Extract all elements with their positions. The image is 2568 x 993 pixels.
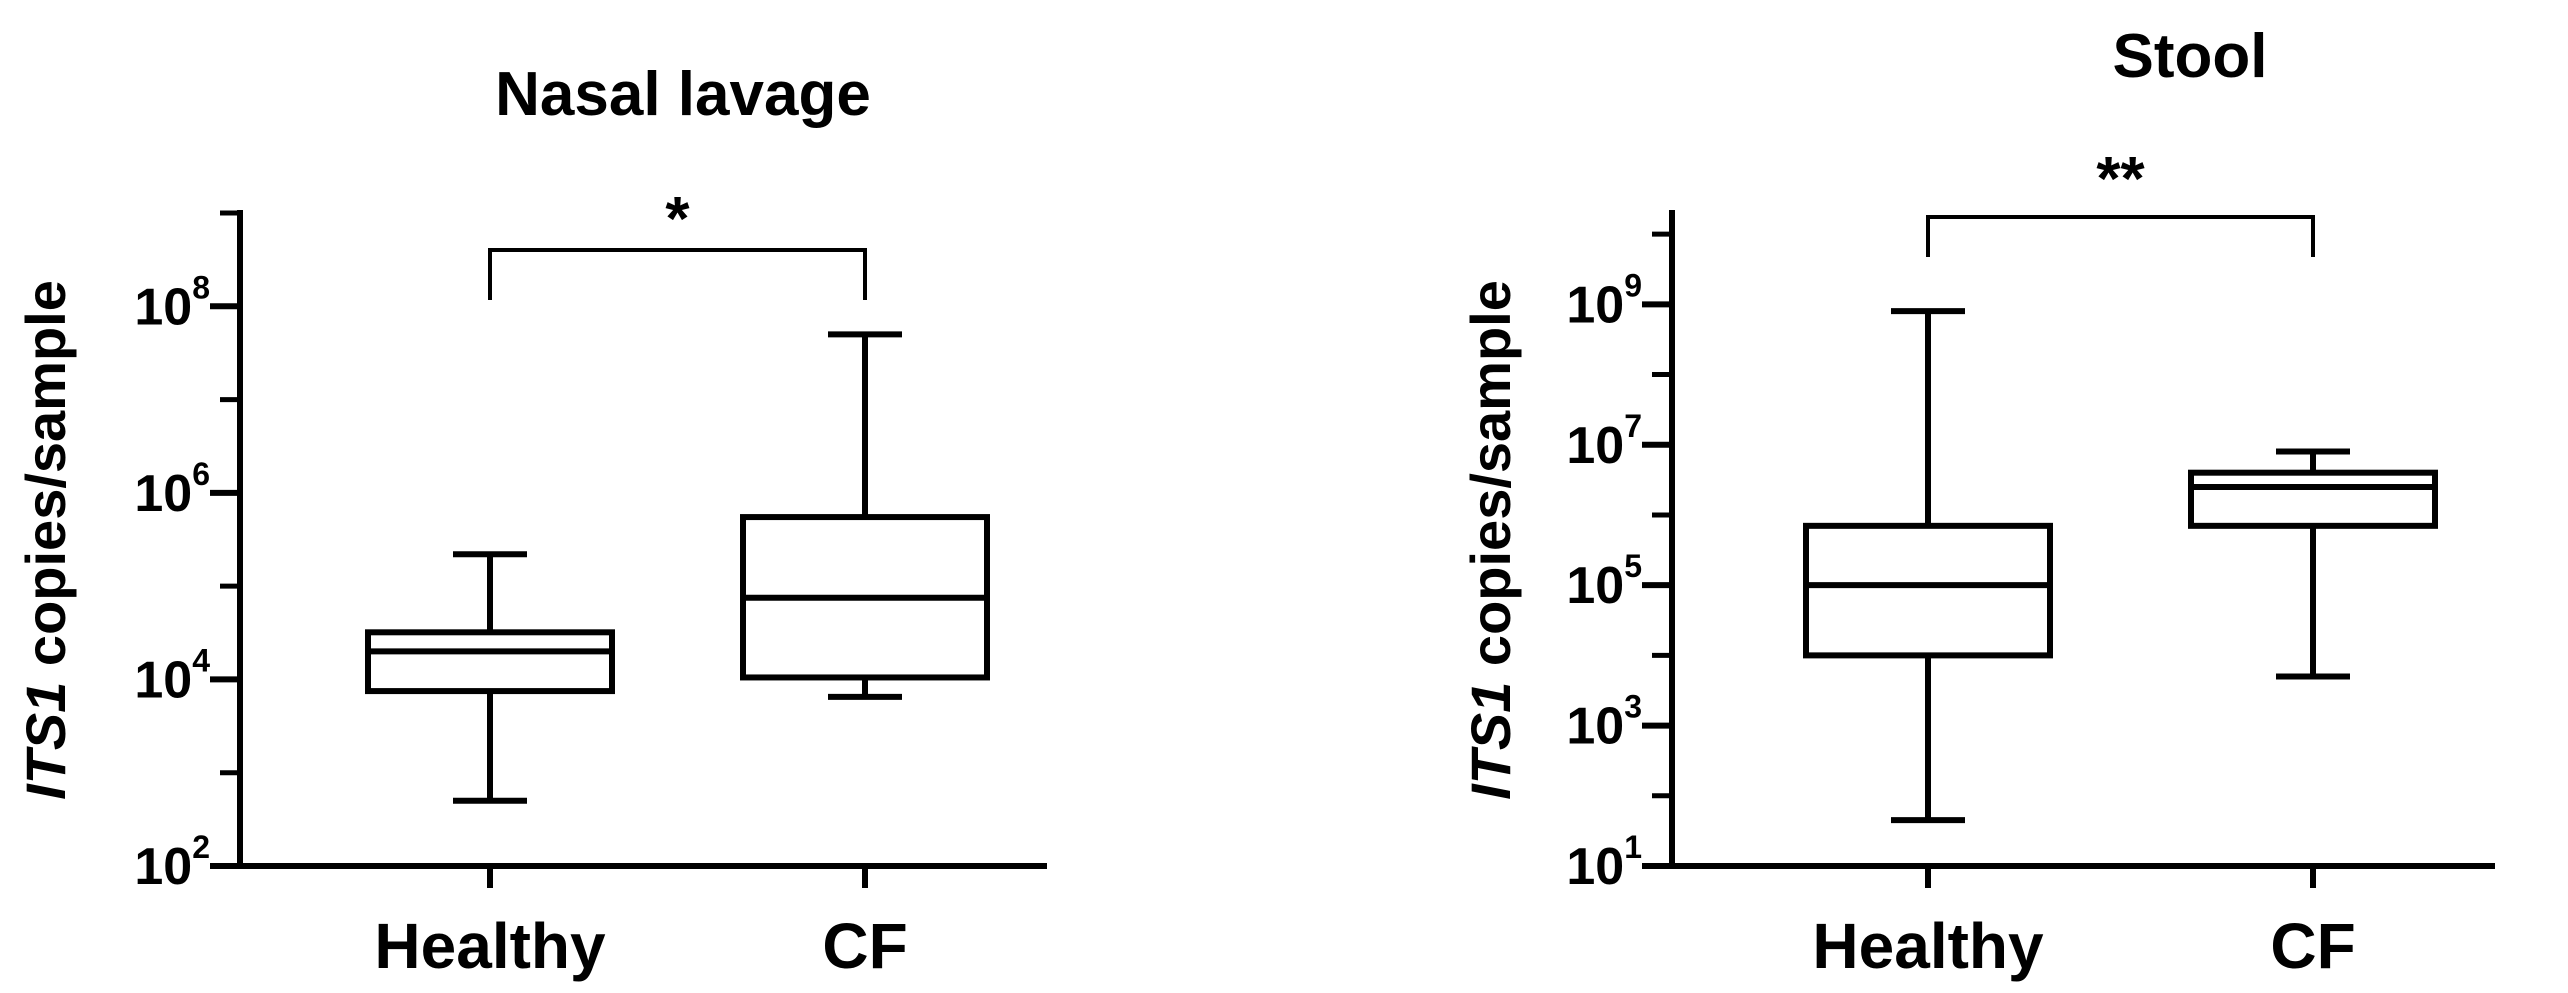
nasal-significance-bracket	[488, 248, 867, 300]
stool-y-tick-label: 103	[1566, 689, 1642, 756]
nasal-panel: Nasal lavage 102 104 106 108 Healthy CF ITS1 co…	[14, 60, 1047, 982]
stool-y-tick-label: 105	[1566, 548, 1642, 615]
nasal-y-tick-label: 106	[134, 456, 210, 523]
stool-y-tick-label: 107	[1566, 408, 1642, 475]
stool-chart-title: Stool	[2113, 22, 2268, 91]
stool-x-tick-label: CF	[2270, 910, 2355, 982]
nasal-y-tick-label: 102	[134, 829, 210, 896]
stool-healthy-box	[1803, 522, 2053, 659]
stool-panel: Stool 101 103 105 107 109 Healthy CF ITS1 copies…	[1459, 22, 2495, 982]
stool-significance-bracket	[1926, 215, 2315, 257]
nasal-x-tick-label: CF	[822, 910, 907, 982]
stool-y-tick-label: 101	[1566, 829, 1642, 896]
stool-x-tick-label: Healthy	[1812, 910, 2044, 982]
stool-y-axis-label: ITS1 copies/sample	[1459, 280, 1522, 800]
stool-significance-label: **	[2096, 145, 2145, 214]
stool-cf-box	[2188, 469, 2438, 529]
nasal-chart-title: Nasal lavage	[495, 60, 871, 129]
nasal-significance-label: *	[665, 185, 690, 254]
nasal-y-axis-label: ITS1 copies/sample	[14, 280, 77, 800]
nasal-healthy-box	[365, 629, 615, 695]
stool-y-tick-label: 109	[1566, 267, 1642, 334]
nasal-y-tick-label: 104	[134, 642, 210, 709]
nasal-y-tick-label: 108	[134, 269, 210, 336]
nasal-x-tick-label: Healthy	[374, 910, 606, 982]
